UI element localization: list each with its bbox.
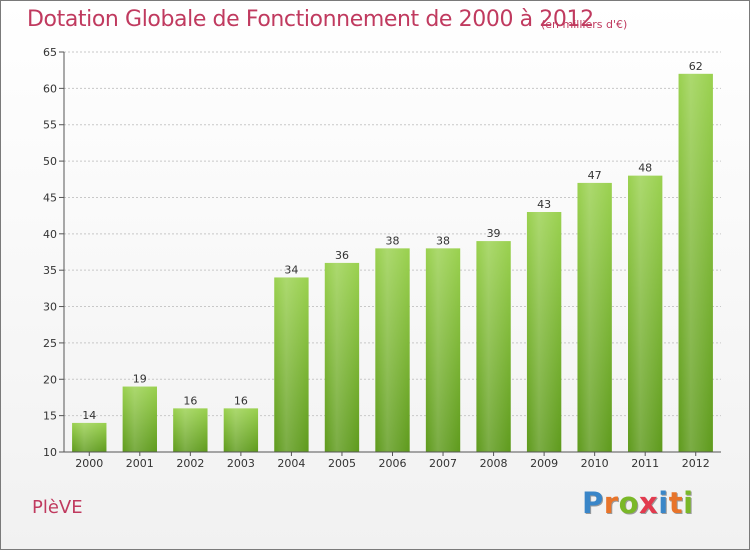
bar-highlight: [324, 262, 360, 452]
chart-title: Dotation Globale de Fonctionnement de 20…: [27, 7, 594, 32]
logo-letter: t: [668, 486, 684, 520]
bar-highlight: [425, 248, 461, 452]
bar-highlight: [173, 408, 208, 452]
x-tick-label-2005: 2005: [328, 457, 356, 470]
y-tick-label: 45: [43, 191, 57, 204]
data-label-2006: 38: [386, 234, 400, 247]
logo-letter: P: [582, 486, 604, 520]
data-label-2009: 43: [537, 198, 551, 211]
data-label-2008: 39: [487, 227, 501, 240]
bar-highlight: [274, 277, 309, 452]
x-tick-label-2012: 2012: [682, 457, 710, 470]
data-label-2005: 36: [335, 249, 349, 262]
logo-letter: o: [618, 486, 640, 520]
logo-letter: i: [658, 486, 669, 520]
y-tick-label: 55: [43, 119, 57, 132]
x-tick-label-2010: 2010: [581, 457, 609, 470]
y-tick-label: 25: [43, 337, 57, 350]
logo-letter: x: [639, 486, 659, 520]
x-tick-label-2004: 2004: [277, 457, 305, 470]
data-label-2010: 47: [588, 169, 602, 182]
bar-highlight: [476, 241, 511, 452]
proxiti-logo: Proxiti: [582, 486, 694, 520]
bar-highlight: [628, 175, 663, 453]
y-tick-label: 65: [43, 46, 57, 59]
bar-highlight: [577, 182, 612, 452]
data-label-2002: 16: [183, 394, 197, 407]
logo-letter: r: [603, 486, 619, 520]
y-tick-label: 60: [43, 82, 57, 95]
bars: [72, 73, 713, 453]
data-label-2000: 14: [82, 409, 96, 422]
bar-highlight: [72, 422, 107, 452]
x-axis: 2000 2001 2002 2003 2004 2005 2006 2007 2008 2009…: [64, 451, 721, 470]
y-tick-label: 30: [43, 301, 57, 314]
x-tick-label-2009: 2009: [530, 457, 558, 470]
bar-highlight: [122, 386, 157, 452]
data-labels: 14 19 16 16 34 36 38 38 39 43 47 48 62: [82, 60, 702, 422]
logo-letter: i: [683, 486, 694, 520]
x-tick-label-2002: 2002: [176, 457, 204, 470]
x-tick-label-2003: 2003: [227, 457, 255, 470]
data-label-2001: 19: [133, 373, 147, 386]
data-label-2012: 62: [689, 60, 703, 73]
commune-name: PlèVE: [32, 497, 83, 518]
x-tick-label-2001: 2001: [126, 457, 154, 470]
data-label-2007: 38: [436, 234, 450, 247]
x-tick-label-2000: 2000: [75, 457, 103, 470]
data-label-2004: 34: [284, 263, 298, 276]
y-tick-label: 10: [43, 446, 57, 459]
y-tick-label: 20: [43, 373, 57, 386]
y-tick-label: 35: [43, 264, 57, 277]
y-tick-label: 50: [43, 155, 57, 168]
x-tick-label-2006: 2006: [379, 457, 407, 470]
y-tick-label: 15: [43, 410, 57, 423]
bar-highlight: [375, 248, 410, 452]
y-axis: 10 15 20 25 30 35 40 45 50 55 60 65: [43, 46, 65, 459]
data-label-2011: 48: [638, 162, 652, 175]
bar-highlight: [678, 73, 713, 453]
x-tick-label-2011: 2011: [631, 457, 659, 470]
chart-subtitle: (en milliers d'€): [541, 18, 628, 31]
x-tick-label-2007: 2007: [429, 457, 457, 470]
data-label-2003: 16: [234, 394, 248, 407]
y-tick-label: 40: [43, 228, 57, 241]
bar-highlight: [526, 212, 562, 452]
x-tick-label-2008: 2008: [480, 457, 508, 470]
bar-highlight: [223, 408, 259, 452]
